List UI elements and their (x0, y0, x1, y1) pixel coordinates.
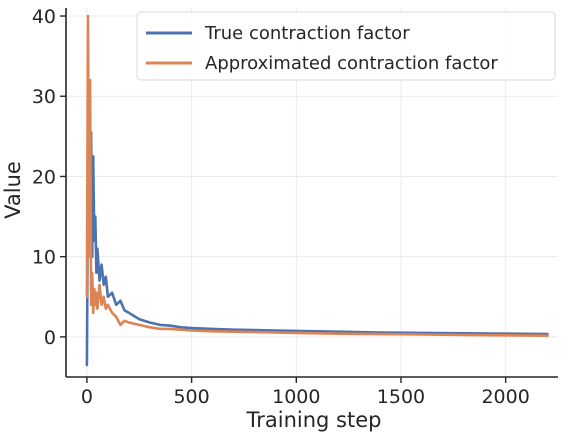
y-tick-label: 10 (32, 247, 56, 269)
y-tick-label: 20 (32, 166, 56, 188)
y-tick-label: 0 (44, 327, 56, 349)
x-axis-label: Training step (246, 408, 382, 432)
x-tick-label: 2000 (481, 386, 529, 408)
y-axis-label: Value (1, 161, 25, 219)
legend-label: Approximated contraction factor (205, 53, 498, 74)
x-tick-label: 1500 (377, 386, 425, 408)
y-tick-label: 30 (32, 86, 56, 108)
y-tick-label: 40 (32, 6, 56, 28)
x-tick-label: 0 (81, 386, 93, 408)
x-tick-label: 1000 (272, 386, 320, 408)
series-line-approximated-contraction-factor (85, 14, 549, 338)
legend-label: True contraction factor (204, 23, 410, 44)
x-tick-label: 500 (173, 386, 209, 408)
axes: 0 500 1000 1500 2000 0 10 20 30 40 (32, 6, 558, 408)
legend: True contraction factor Approximated cont… (136, 11, 556, 81)
series-layer (85, 14, 549, 367)
legend-box (136, 11, 556, 81)
series-line-true-contraction-factor (85, 94, 549, 367)
